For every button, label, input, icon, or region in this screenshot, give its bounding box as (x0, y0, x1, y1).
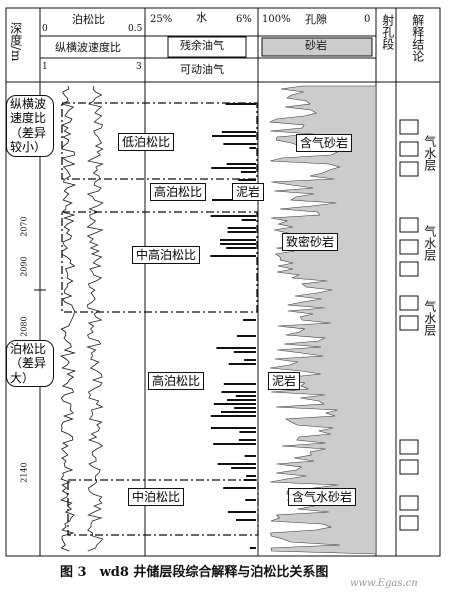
log-curve (399, 459, 419, 475)
zone-box (67, 479, 259, 536)
log-curve (399, 439, 419, 455)
log-curve (399, 217, 419, 233)
depth-title: 深度/m (8, 22, 23, 62)
callout: 泥岩 (232, 183, 265, 202)
log-curve (268, 85, 377, 555)
callout: 泊松比（差异大） (6, 340, 54, 388)
scale: 0 (42, 24, 48, 34)
log-curve (60, 85, 77, 552)
col-title: 水 (196, 11, 207, 24)
residual-legend (167, 36, 247, 58)
log-curve (399, 515, 419, 531)
depth-label: 2070 (19, 216, 29, 237)
log-curve (399, 315, 419, 331)
legend-label: 砂岩 (305, 39, 327, 52)
zone-box (61, 211, 258, 313)
zone-box (61, 102, 258, 180)
callout: 高泊松比 (150, 183, 207, 202)
col-title: 泊松比 (72, 13, 105, 26)
legend-label: 可动油气 (180, 63, 224, 76)
caption: 图 3 wd8 井储层段综合解释与泊松比关系图 (60, 565, 329, 580)
col-title: 纵横波速度比 (55, 41, 121, 54)
conclusion: 气水层 (422, 135, 437, 171)
callout: 含气砂岩 (296, 134, 353, 153)
scale: 0 (364, 14, 371, 25)
log-curve (86, 85, 104, 552)
log-curve (399, 495, 419, 511)
col-title: 射孔段 (380, 14, 395, 50)
log-curve (399, 261, 419, 277)
scale: 1 (42, 62, 48, 72)
scale: 6% (236, 14, 252, 25)
col-title: 解释结论 (410, 14, 425, 62)
callout: 含气水砂岩 (288, 488, 357, 507)
callout: 中泊松比 (128, 488, 185, 507)
frame (5, 7, 441, 557)
col-title: 孔隙 (305, 13, 327, 26)
scale: 0.5 (128, 24, 143, 34)
log-curve (399, 119, 419, 135)
legend-label: 残余油气 (180, 39, 224, 52)
log-curve (399, 161, 419, 177)
scale: 3 (136, 62, 142, 72)
callout: 中高泊松比 (132, 246, 201, 265)
depth-label: 2140 (19, 462, 29, 483)
conclusion: 气水层 (422, 225, 437, 261)
callout: 低泊松比 (118, 133, 175, 152)
callout: 高泊松比 (148, 372, 205, 391)
conclusion: 气水层 (422, 300, 437, 336)
watermark: www.Egas.cn (350, 578, 418, 589)
log-curve (399, 141, 419, 157)
depth-label: 2090 (19, 256, 29, 277)
scale: 100% (262, 14, 291, 25)
depth-label: 2080 (19, 316, 29, 337)
log-curve (399, 295, 419, 311)
log-curve (399, 239, 419, 255)
callout: 纵横波速度比（差异较小） (6, 95, 54, 157)
callout: 致密砂岩 (282, 233, 339, 252)
sand-legend (261, 37, 373, 57)
callout: 泥岩 (268, 372, 301, 391)
scale: 25% (150, 14, 173, 25)
